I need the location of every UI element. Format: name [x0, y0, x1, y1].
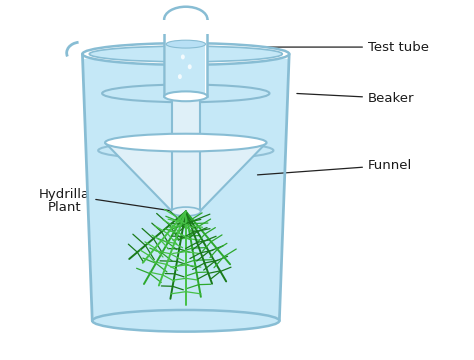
Text: Test tube: Test tube — [211, 41, 429, 54]
Ellipse shape — [164, 7, 208, 32]
Ellipse shape — [188, 64, 191, 69]
Ellipse shape — [172, 92, 200, 101]
Polygon shape — [172, 96, 200, 212]
Ellipse shape — [92, 310, 279, 332]
Polygon shape — [166, 44, 206, 96]
Ellipse shape — [89, 46, 283, 62]
Text: Funnel: Funnel — [257, 159, 412, 175]
Polygon shape — [83, 59, 288, 318]
Polygon shape — [105, 143, 266, 212]
Ellipse shape — [105, 134, 266, 152]
Text: Hydrilla: Hydrilla — [39, 188, 173, 211]
Ellipse shape — [82, 43, 289, 65]
Polygon shape — [164, 19, 208, 96]
Text: Plant: Plant — [48, 201, 82, 214]
Text: Beaker: Beaker — [297, 92, 414, 105]
Ellipse shape — [181, 54, 185, 59]
Ellipse shape — [164, 91, 208, 101]
Ellipse shape — [166, 40, 206, 48]
Ellipse shape — [171, 207, 201, 216]
Ellipse shape — [178, 74, 182, 79]
Polygon shape — [162, 19, 210, 34]
